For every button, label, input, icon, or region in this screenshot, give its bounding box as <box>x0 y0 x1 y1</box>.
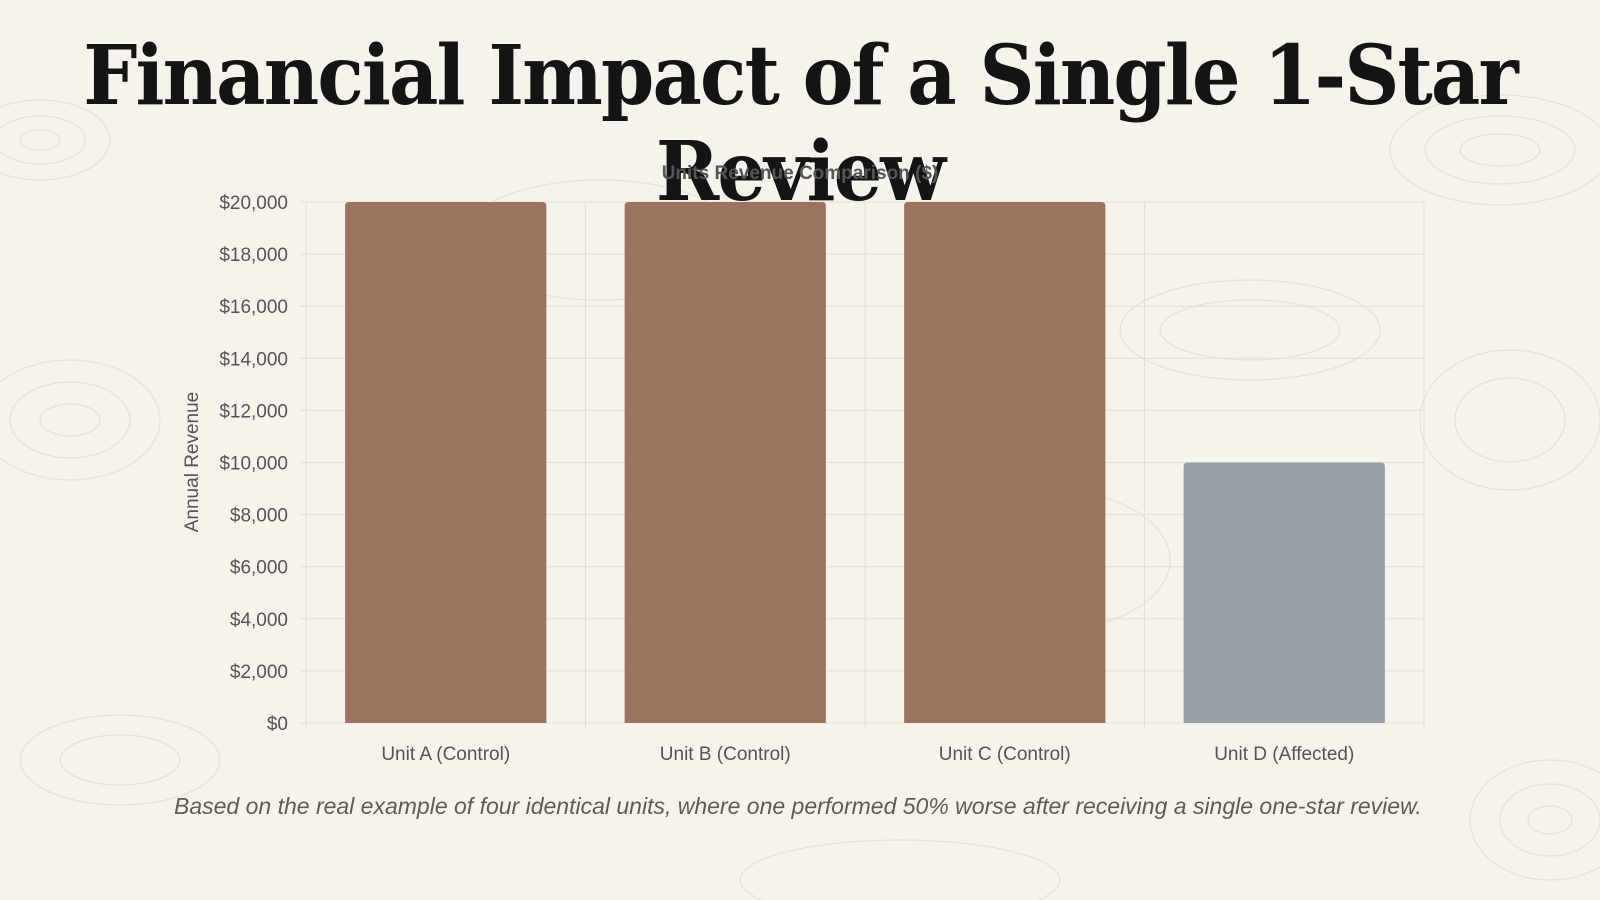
y-tick-label: $10,000 <box>219 454 288 475</box>
bar-unit-b-control <box>624 202 826 723</box>
y-axis-label: Annual Revenue <box>182 392 203 533</box>
y-tick-label: $20,000 <box>219 193 288 214</box>
y-axis-ticks: $0 $2,000 $4,000 $6,000 $8,000 $10,000 $12,000… <box>219 193 288 735</box>
y-tick-label: $0 <box>267 714 288 735</box>
y-tick-label: $6,000 <box>230 558 288 579</box>
chart-title: Units Revenue Comparison ($) <box>662 163 939 184</box>
y-tick-label: $2,000 <box>230 662 288 683</box>
bar-unit-a-control <box>345 202 547 723</box>
y-tick-label: $14,000 <box>219 349 288 370</box>
x-tick-label: Unit A (Control) <box>381 744 510 765</box>
bars <box>345 202 1385 723</box>
bar-unit-c-control <box>904 202 1106 723</box>
y-tick-label: $18,000 <box>219 245 288 266</box>
x-tick-label: Unit D (Affected) <box>1214 744 1354 765</box>
y-tick-label: $12,000 <box>219 401 288 422</box>
y-tick-label: $16,000 <box>219 297 288 318</box>
y-tick-label: $4,000 <box>230 610 288 631</box>
x-axis-ticks: Unit A (Control) Unit B (Control) Unit C (… <box>381 744 1354 765</box>
x-tick-label: Unit B (Control) <box>660 744 791 765</box>
chart-caption: Based on the real example of four identi… <box>174 793 1422 819</box>
y-tick-label: $8,000 <box>230 506 288 527</box>
bar-unit-d-affected <box>1183 462 1385 723</box>
x-tick-label: Unit C (Control) <box>939 744 1071 765</box>
